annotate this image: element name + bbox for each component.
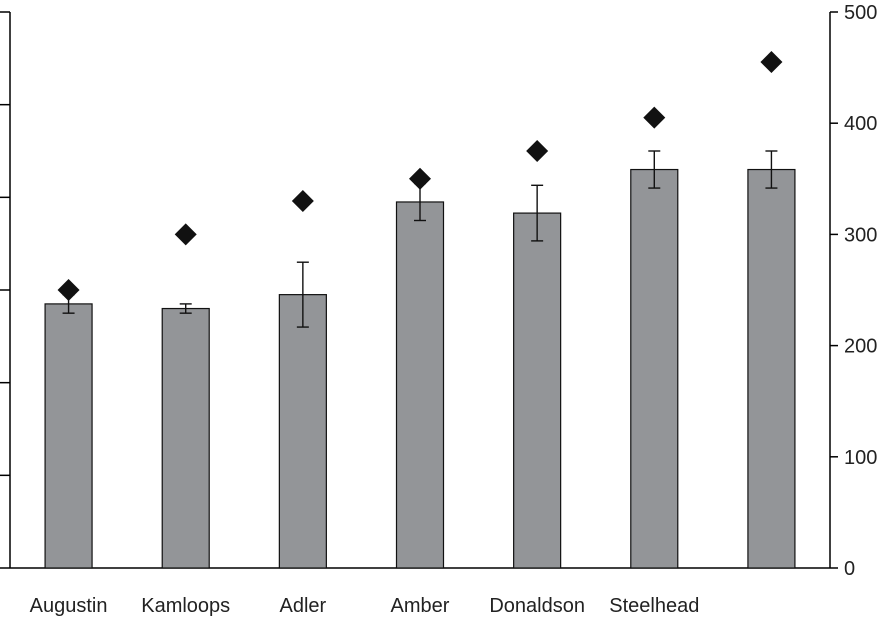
- right-tick-label-4: 400: [844, 113, 877, 135]
- right-tick-label-5: 500: [844, 2, 877, 24]
- bar-4: [513, 212, 562, 569]
- category-label-1: Kamloops: [141, 595, 230, 617]
- x-axis: Augustin Kamloops Adler Amber Donaldson Steel…: [10, 567, 830, 617]
- category-label-0: Augustin: [30, 595, 108, 617]
- category-label-5: Steelhead: [609, 595, 699, 617]
- right-axis: 0 100 200 300 400 500: [829, 2, 877, 580]
- bar-1: [161, 307, 210, 569]
- diamond-marker-4: [526, 140, 549, 162]
- bar-3: [395, 201, 445, 569]
- right-tick-label-1: 100: [844, 447, 877, 469]
- bar-5: [630, 168, 679, 569]
- diamond-markers: [57, 51, 783, 301]
- category-label-4: Donaldson: [489, 595, 585, 617]
- diamond-marker-2: [291, 190, 314, 213]
- right-tick-label-2: 200: [844, 336, 877, 358]
- category-label-2: Adler: [280, 595, 327, 617]
- diamond-marker-0: [57, 279, 80, 301]
- right-tick-label-0: 0: [844, 558, 855, 580]
- category-label-3: Amber: [391, 595, 450, 617]
- diamond-marker-5: [643, 106, 666, 129]
- left-axis: [0, 11, 11, 569]
- diamond-marker-3: [409, 167, 431, 190]
- bar-0: [44, 303, 93, 569]
- bar-2: [278, 294, 327, 569]
- diamond-marker-1: [174, 223, 197, 246]
- diamond-marker-6: [760, 51, 783, 74]
- bars: [44, 150, 796, 569]
- right-tick-label-3: 300: [844, 224, 877, 246]
- bar-6: [747, 168, 796, 569]
